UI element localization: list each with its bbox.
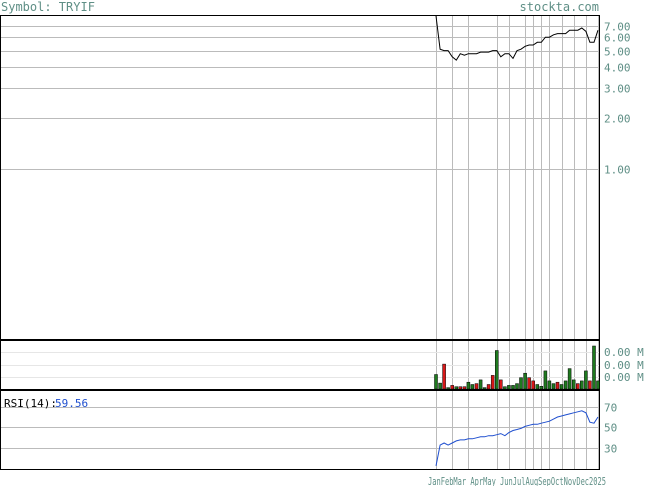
volume-bar	[571, 379, 576, 390]
volume-bar	[527, 377, 531, 390]
grid-lines	[1, 16, 599, 469]
volume-bar	[567, 368, 572, 390]
rsi-tick-label: 70	[604, 402, 617, 415]
volume-bar	[499, 379, 503, 390]
volume-bar	[507, 385, 511, 390]
volume-bar	[486, 384, 491, 390]
series-lines	[435, 15, 599, 466]
price-panel	[0, 15, 600, 340]
volume-bar	[535, 384, 540, 390]
price-line	[435, 15, 599, 61]
volume-bar	[555, 381, 560, 390]
rsi-tick-label: 30	[604, 443, 617, 456]
volume-bar	[462, 386, 467, 390]
rsi-line	[435, 410, 599, 466]
volume-bar	[563, 380, 568, 390]
volume-tick-label: 0.00 M	[604, 346, 644, 359]
volume-bar	[470, 384, 475, 390]
symbol-label: Symbol: TRYIF	[1, 0, 95, 14]
volume-bar	[450, 385, 454, 390]
volume-bar	[531, 380, 535, 390]
volume-bar	[576, 383, 580, 390]
price-tick-label: 6.00	[604, 32, 631, 45]
volume-bar	[466, 381, 471, 390]
volume-bar	[482, 387, 487, 390]
volume-bar	[588, 380, 592, 390]
volume-bar	[511, 385, 515, 390]
volume-bar	[458, 386, 463, 390]
volume-bar	[490, 375, 495, 390]
volume-bar	[446, 387, 450, 390]
volume-tick-label: 0.00 M	[604, 359, 644, 372]
volume-bar	[519, 377, 523, 390]
price-tick-label: 4.00	[604, 62, 631, 75]
rsi-panel	[0, 390, 600, 470]
volume-bar	[434, 374, 438, 390]
volume-bar	[551, 383, 556, 390]
volume-bar	[523, 372, 527, 390]
tick-labels: 7.006.005.004.003.002.001.000.00 M0.00 M…	[604, 21, 644, 456]
volume-bar	[547, 380, 552, 390]
volume-bar	[592, 345, 596, 390]
rsi-tick-label: 50	[604, 422, 617, 435]
price-tick-label: 5.00	[604, 46, 631, 59]
x-axis-labels: JanFebMar AprMay JunJulAugSepOctNovDec20…	[428, 475, 606, 486]
volume-bar	[539, 386, 544, 390]
volume-tick-label: 0.00 M	[604, 371, 644, 384]
volume-bar	[454, 386, 459, 390]
price-tick-label: 1.00	[604, 164, 631, 177]
volume-bar	[503, 386, 507, 390]
volume-bar	[474, 383, 479, 390]
price-tick-label: 3.00	[604, 83, 631, 96]
volume-panel	[0, 340, 600, 390]
volume-bar	[559, 384, 564, 390]
price-tick-label: 2.00	[604, 113, 631, 126]
volume-bar	[438, 382, 442, 390]
volume-bar	[543, 370, 548, 390]
volume-bar	[584, 370, 588, 390]
volume-bar	[442, 363, 446, 390]
volume-bars	[434, 345, 600, 390]
volume-bar	[495, 350, 499, 390]
volume-bar	[478, 379, 483, 390]
rsi-value: 59.56	[55, 397, 88, 410]
price-tick-label: 7.00	[604, 21, 631, 34]
volume-bar	[596, 380, 600, 390]
volume-bar	[515, 383, 519, 390]
volume-bar	[580, 380, 584, 390]
rsi-label: RSI(14):	[4, 397, 57, 410]
site-name: stockta.com	[520, 0, 599, 14]
